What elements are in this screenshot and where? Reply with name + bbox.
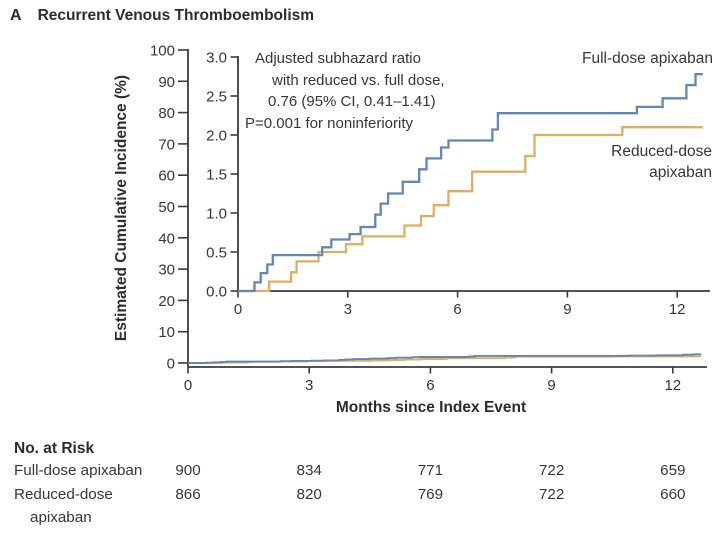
reduced-dose-series-label-line2: apixaban (649, 164, 712, 181)
tick-label: 9 (563, 301, 571, 318)
reduced-dose-series-label-line1: Reduced-dose (611, 143, 712, 160)
annotation-line-4: P=0.001 for noninferiority (245, 114, 414, 132)
full-dose-series-label: Full-dose apixaban (582, 50, 713, 67)
risk-row-label: Full-dose apixaban (14, 462, 143, 479)
tick-label: 20 (158, 293, 175, 310)
tick-label: 9 (547, 377, 555, 394)
risk-value: 722 (538, 462, 565, 479)
tick-label: 0.0 (206, 284, 227, 301)
tick-label: 3.0 (206, 50, 227, 67)
subhazard-annotation: Adjusted subhazard ratio with reduced vs… (245, 48, 445, 134)
panel-letter: A (10, 7, 22, 24)
tick-label: 100 (150, 43, 175, 60)
tick-label: 0 (167, 356, 175, 373)
risk-value: 820 (296, 486, 322, 503)
risk-row-label: Reduced-dose (14, 486, 113, 503)
reduced-dose-curve-inset (238, 126, 703, 293)
tick-label: 30 (158, 262, 175, 279)
tick-label: 0 (184, 377, 192, 394)
risk-value: 769 (417, 486, 444, 503)
annotation-line-1: Adjusted subhazard ratio (255, 50, 421, 67)
panel-title-row: A Recurrent Venous Thromboembolism (10, 7, 314, 25)
tick-label: 2.5 (206, 89, 227, 106)
full-dose-curve-inset (238, 73, 703, 293)
tick-label: 50 (158, 199, 175, 216)
annotation-line-2: with reduced vs. full dose, (272, 71, 445, 89)
panel-title: Recurrent Venous Thromboembolism (37, 7, 315, 24)
risk-value: 866 (175, 486, 201, 503)
risk-value: 660 (660, 486, 686, 503)
tick-label: 6 (453, 301, 461, 318)
tick-label: 0 (234, 301, 242, 318)
main-x-axis-label: Months since Index Event (335, 399, 527, 416)
tick-label: 3 (305, 377, 313, 394)
risk-value: 771 (417, 462, 444, 479)
tick-label: 60 (158, 168, 175, 185)
annotation-line-3: 0.76 (95% CI, 0.41–1.41) (268, 93, 436, 110)
risk-row-label-line2: apixaban (30, 509, 92, 526)
tick-label: 12 (664, 377, 681, 394)
tick-label: 12 (669, 301, 686, 318)
tick-label: 10 (158, 324, 175, 341)
tick-label: 2.0 (206, 128, 227, 145)
main-y-axis-label: Estimated Cumulative Incidence (%) (113, 74, 130, 342)
tick-label: 40 (158, 230, 175, 247)
inset-plot-axes: 0.0 0.5 1.0 1.5 2.0 2.5 3.0 0 3 6 9 12 (206, 50, 710, 318)
reduced-dose-series-label: Reduced-dose apixaban (611, 141, 712, 183)
tick-label: 0.5 (206, 245, 227, 262)
full-dose-curve-main (188, 353, 702, 364)
risk-value: 900 (175, 462, 201, 479)
tick-label: 70 (158, 136, 175, 153)
risk-table-title: No. at Risk (14, 440, 95, 457)
tick-label: 90 (158, 74, 175, 91)
tick-label: 80 (158, 105, 175, 122)
risk-value: 834 (296, 462, 322, 479)
tick-label: 6 (426, 377, 434, 394)
tick-label: 3 (344, 301, 352, 318)
risk-value: 722 (538, 486, 565, 503)
tick-label: 1.0 (206, 206, 227, 223)
tick-label: 1.5 (206, 167, 227, 184)
risk-value: 659 (660, 462, 686, 479)
